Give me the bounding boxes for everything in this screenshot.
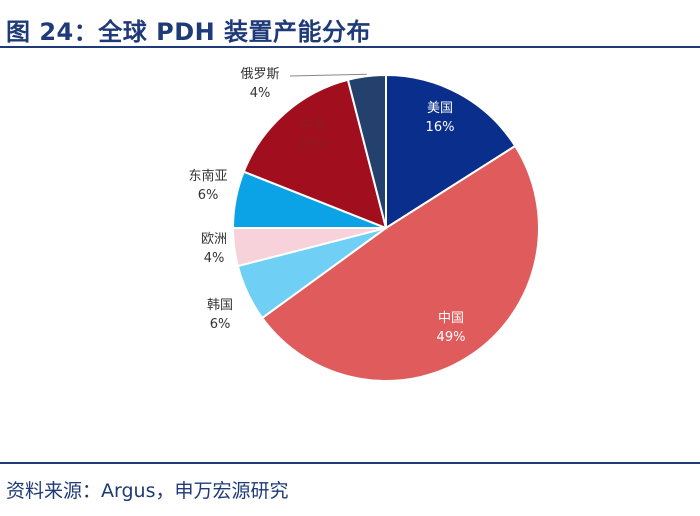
pie-slice-6 <box>242 78 388 230</box>
slice-label: 欧洲 <box>201 232 227 247</box>
title-divider <box>0 46 700 48</box>
slice-percent-label: 16% <box>426 120 455 135</box>
slice-percent-label: 4% <box>250 86 271 101</box>
slice-label: 韩国 <box>207 298 233 313</box>
footer-divider <box>0 462 700 464</box>
chart-title: 图 24：全球 PDH 装置产能分布 <box>6 18 372 46</box>
pie-slice-2 <box>260 144 540 382</box>
slice-label: 美国 <box>427 101 453 116</box>
leader-line <box>289 73 367 77</box>
slice-percent-label: 49% <box>437 330 466 345</box>
pie-slice-1 <box>385 73 517 230</box>
pie-slice-7 <box>346 73 387 229</box>
slice-label: 东南亚 <box>188 168 227 184</box>
slice-percent-label: 6% <box>210 317 231 332</box>
slice-label: 中东 <box>300 118 326 133</box>
slice-label: 俄罗斯 <box>240 67 279 82</box>
slice-label: 中国 <box>438 311 464 326</box>
slice-percent-label: 6% <box>198 188 219 203</box>
slice-percent-label: 4% <box>204 251 225 266</box>
slice-percent-label: 15% <box>299 137 328 152</box>
source-note: 资料来源：Argus，申万宏源研究 <box>6 480 289 502</box>
